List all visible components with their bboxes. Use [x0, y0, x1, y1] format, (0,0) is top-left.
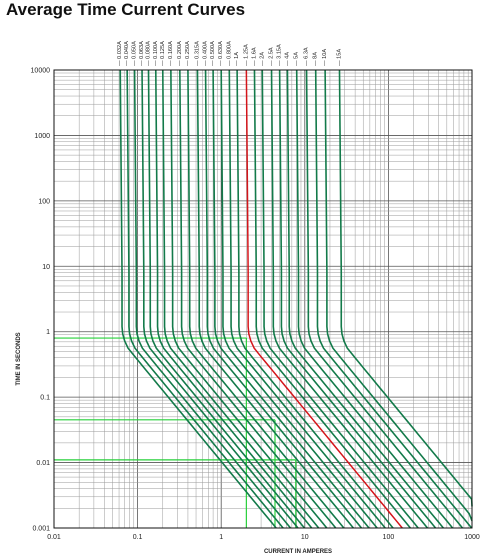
curve-label: — 4A — [284, 52, 290, 66]
x-axis-label: CURRENT IN AMPERES — [264, 549, 332, 555]
y-tick-label: 0.1 — [40, 395, 50, 402]
curve-label: — 15A — [337, 49, 343, 66]
curve-6-3A — [305, 69, 464, 529]
curve-layer — [119, 69, 473, 529]
y-tick-label: 1 — [46, 329, 50, 336]
curve-1A — [236, 69, 394, 529]
y-tick-label: 10000 — [31, 68, 51, 75]
curve-label: — 2A — [259, 52, 265, 66]
y-axis-label: TIME IN SECONDS — [16, 332, 22, 385]
curve-0-800A — [228, 69, 386, 529]
curve-label: — 0.500A — [210, 41, 216, 66]
curve-label: — 10A — [322, 49, 328, 66]
curve-label: — 2.5A — [269, 47, 275, 66]
curve-label: — 0.063A — [139, 41, 145, 66]
curve-15A — [338, 69, 473, 507]
curve-2A — [261, 69, 419, 529]
curve-label-layer: — 0.032A — 0.040A — 0.050A — 0.063A — 0.080A… — [117, 41, 342, 66]
curve-0-063A — [141, 69, 299, 529]
curve-label: — 5A — [294, 52, 300, 66]
curve-1-25A — [245, 69, 403, 529]
curve-0-400A — [204, 69, 363, 529]
curve-label: — 0.050A — [132, 41, 138, 66]
curve-label: — 6.3A — [304, 47, 310, 66]
curve-0-100A — [154, 69, 313, 529]
curve-2-5A — [270, 69, 429, 529]
x-tick-label: 10 — [301, 534, 309, 541]
curve-label: — 1A — [234, 52, 240, 66]
curve-label: — 0.200A — [177, 41, 183, 66]
x-tick-label: 100 — [383, 534, 395, 541]
curve-0-250A — [187, 69, 345, 529]
curve-label: — 8A — [313, 52, 319, 66]
curve-0-500A — [212, 69, 370, 529]
curve-label: — 0.160A — [168, 41, 174, 66]
curve-0-040A — [126, 69, 284, 529]
curve-3-15A — [278, 69, 437, 529]
curve-label: — 3.15A — [277, 44, 283, 66]
curve-label: — 1.25A — [243, 44, 249, 66]
curve-label: — 1.6A — [252, 47, 258, 66]
curve-label: — 0.100A — [153, 41, 159, 66]
curve-0-160A — [170, 69, 328, 529]
curve-label: — 0.800A — [226, 41, 232, 66]
curve-label: — 0.032A — [117, 41, 123, 66]
y-tick-label: 100 — [38, 198, 50, 205]
curve-0-080A — [147, 69, 306, 529]
curve-label: — 0.400A — [203, 41, 209, 66]
curve-1-6A — [253, 69, 411, 529]
curve-label: — 0.250A — [185, 41, 191, 66]
curve-0-200A — [179, 69, 337, 529]
curve-0-032A — [119, 69, 277, 529]
curve-label: — 0.315A — [195, 41, 201, 66]
x-tick-label: 1000 — [464, 534, 480, 541]
chart-title: Average Time Current Curves — [6, 0, 246, 19]
y-tick-label: 0.001 — [32, 526, 50, 533]
x-tick-label: 0.01 — [47, 534, 61, 541]
curve-4A — [286, 69, 444, 529]
x-tick-label: 1 — [219, 534, 223, 541]
tick-label-layer: 0.01 0.1 1 10 100 10000.0010.010.111010010001… — [31, 68, 480, 542]
curve-0-315A — [196, 69, 354, 529]
y-tick-label: 10 — [42, 264, 50, 271]
y-tick-label: 0.01 — [36, 460, 50, 467]
curve-label: — 0.080A — [146, 41, 152, 66]
curve-5A — [295, 69, 454, 529]
y-tick-label: 1000 — [34, 133, 50, 140]
curve-label: — 0.125A — [160, 41, 166, 66]
x-tick-label: 0.1 — [133, 534, 143, 541]
plot-frame — [53, 69, 473, 529]
curve-0-125A — [161, 69, 320, 529]
curve-0-630A — [220, 69, 378, 529]
curve-10A — [324, 69, 473, 522]
curve-label: — 0.040A — [124, 41, 130, 66]
curve-8A — [314, 69, 473, 529]
curve-0-050A — [133, 69, 292, 529]
curve-label: — 0.630A — [218, 41, 224, 66]
